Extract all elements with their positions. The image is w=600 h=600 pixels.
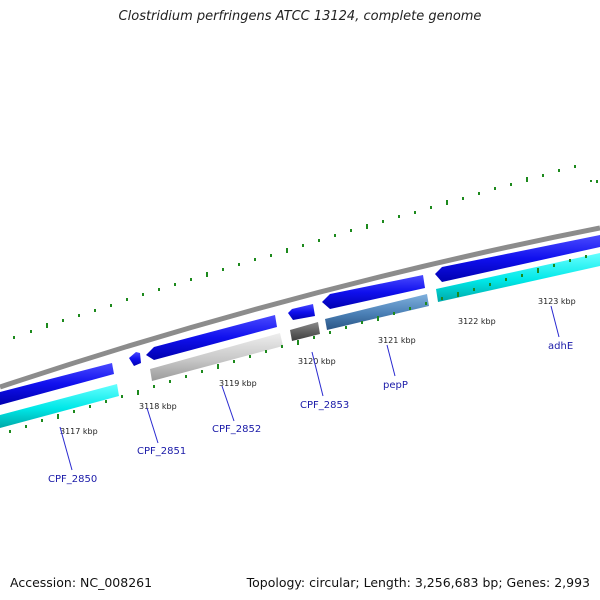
tick-labels: 3117 kbp 3118 kbp 3119 kbp 3120 kbp 3121… <box>60 297 576 436</box>
gene-label-cpf-2853[interactable]: CPF_2853 <box>300 400 349 411</box>
gene-label-pepp[interactable]: pepP <box>383 380 408 391</box>
outer-tick-row <box>13 165 598 339</box>
leader-cpf-2850 <box>59 426 73 471</box>
gene-label-cpf-2852[interactable]: CPF_2852 <box>212 424 261 435</box>
cds-cpf-2850-lower[interactable] <box>0 384 119 428</box>
cds-cpf-2850-forward[interactable] <box>0 363 114 405</box>
leader-cpf-2852 <box>221 385 235 422</box>
forward-strand-track <box>0 235 600 405</box>
genome-summary-text: Topology: circular; Length: 3,256,683 bp… <box>246 575 590 590</box>
cds-adhe-forward[interactable] <box>435 235 600 282</box>
cds-cpf-2852-forward[interactable] <box>146 315 277 360</box>
tick-label-3122: 3122 kbp <box>458 317 496 326</box>
cds-pepp-lower[interactable] <box>325 294 429 330</box>
cds-cpf-2853-forward[interactable] <box>288 304 315 320</box>
leader-pepp <box>386 344 396 377</box>
inner-tick-row <box>9 255 587 433</box>
leader-cpf-2853 <box>311 351 324 397</box>
accession-text: Accession: NC_008261 <box>10 575 153 590</box>
tick-label-3117: 3117 kbp <box>60 427 98 436</box>
tick-label-3118: 3118 kbp <box>139 402 177 411</box>
tick-label-3120: 3120 kbp <box>298 357 336 366</box>
cds-adhe-lower[interactable] <box>436 253 600 302</box>
gene-labels: CPF_2850 CPF_2851 CPF_2852 CPF_2853 pepP… <box>48 341 573 485</box>
map-title: Clostridium perfringens ATCC 13124, comp… <box>118 9 482 24</box>
tick-label-3119: 3119 kbp <box>219 379 257 388</box>
tick-label-3121: 3121 kbp <box>378 336 416 345</box>
cds-cpf-2852-lower[interactable] <box>150 333 283 381</box>
leader-cpf-2851 <box>146 407 159 444</box>
gene-label-adhe[interactable]: adhE <box>548 341 573 352</box>
tick-label-3123: 3123 kbp <box>538 297 576 306</box>
gene-leader-lines <box>59 305 560 471</box>
gene-label-cpf-2850[interactable]: CPF_2850 <box>48 474 97 485</box>
cds-cpf-2853-lower[interactable] <box>290 322 320 341</box>
genome-backbone <box>0 225 600 390</box>
cds-peppforward[interactable] <box>322 275 425 309</box>
leader-adhe <box>550 305 560 338</box>
gene-label-cpf-2851[interactable]: CPF_2851 <box>137 446 186 457</box>
cds-cpf-2851-forward[interactable] <box>129 352 141 366</box>
lower-track <box>0 253 600 428</box>
